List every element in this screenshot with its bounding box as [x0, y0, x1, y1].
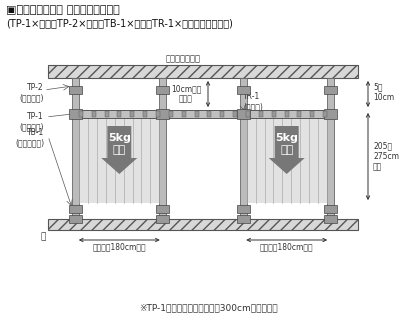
Bar [48, 219, 358, 230]
Bar [117, 111, 121, 117]
Bar [324, 109, 337, 119]
Bar [237, 205, 250, 213]
Bar [169, 111, 173, 117]
Bar [246, 111, 250, 117]
Bar [327, 78, 334, 219]
Text: TB-1
(ボール受け): TB-1 (ボール受け) [15, 128, 44, 147]
Text: ※TP-1の品揂えは、最大長さ300cmまでです。: ※TP-1の品揂えは、最大長さ300cmまでです。 [139, 303, 277, 313]
Text: 10cm以上
あける: 10cm以上 あける [171, 84, 201, 104]
Bar [130, 111, 134, 117]
Bar [79, 118, 159, 203]
Bar [208, 111, 211, 117]
Bar [156, 215, 169, 223]
Bar [156, 109, 169, 119]
Bar [73, 110, 333, 118]
Bar [272, 111, 276, 117]
Bar [240, 78, 247, 219]
Text: TP-1
(横ボール): TP-1 (横ボール) [20, 112, 44, 131]
Bar [259, 111, 263, 117]
Text: 5kg
まで: 5kg まで [275, 133, 298, 155]
Bar [69, 205, 82, 213]
Bar [220, 111, 224, 117]
Text: ピッチ：180cmまで: ピッチ：180cmまで [260, 242, 314, 251]
Bar [247, 118, 327, 203]
Bar [72, 78, 79, 219]
Bar [92, 111, 96, 117]
Bar [324, 215, 337, 223]
Bar [143, 111, 147, 117]
Bar [69, 86, 82, 94]
Bar [237, 109, 250, 119]
Bar [285, 111, 289, 117]
Bar [237, 86, 250, 94]
Text: TP-2
(縦ボール): TP-2 (縦ボール) [20, 83, 44, 102]
Text: TR-1
(リング): TR-1 (リング) [243, 92, 263, 112]
Text: 天井・ハリなど: 天井・ハリなど [166, 54, 201, 63]
Text: 5～
10cm: 5～ 10cm [373, 82, 394, 102]
Text: 205～
275cm
まで: 205～ 275cm まで [373, 142, 399, 171]
Bar [69, 215, 82, 223]
Bar [182, 111, 186, 117]
Bar [237, 215, 250, 223]
Bar [195, 111, 198, 117]
Bar [156, 111, 160, 117]
Text: 床: 床 [41, 232, 46, 241]
Bar [69, 109, 82, 119]
Bar [48, 65, 358, 78]
FancyArrow shape [269, 126, 305, 174]
Bar [297, 111, 302, 117]
Bar [79, 111, 83, 117]
Bar [104, 111, 109, 117]
Bar [159, 78, 166, 219]
Bar [324, 86, 337, 94]
Bar [233, 111, 237, 117]
Bar [156, 205, 169, 213]
FancyArrow shape [102, 126, 137, 174]
Bar [324, 205, 337, 213]
Text: ▣カーテン掛け【 縦３横１タイプ１: ▣カーテン掛け【 縦３横１タイプ１ [6, 5, 120, 15]
Bar [310, 111, 314, 117]
Text: 5kg
まで: 5kg まで [108, 133, 131, 155]
Bar [323, 111, 327, 117]
Bar [156, 86, 169, 94]
Text: ピッチ：180cmまで: ピッチ：180cmまで [92, 242, 146, 251]
Text: (TP-1×１本、TP-2×３本、TB-1×３コ、TR-1×必要数、カーテン): (TP-1×１本、TP-2×３本、TB-1×３コ、TR-1×必要数、カーテン) [6, 18, 233, 28]
